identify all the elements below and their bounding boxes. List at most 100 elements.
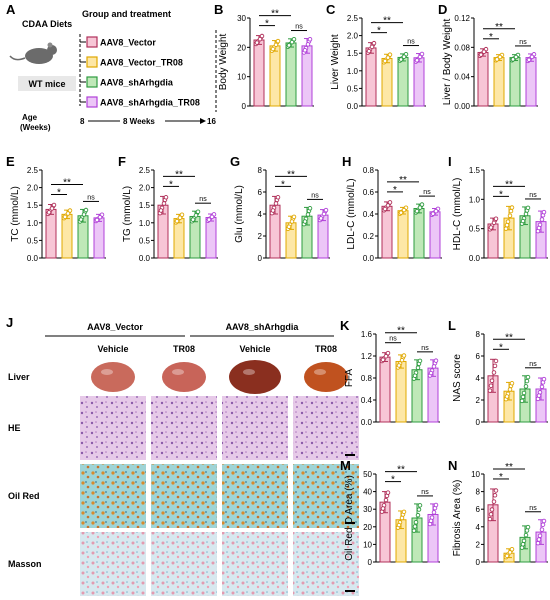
data-point <box>366 48 372 54</box>
data-point <box>428 370 434 376</box>
data-point <box>83 207 89 213</box>
data-point <box>51 202 57 208</box>
panel-letter: M <box>340 458 351 473</box>
y-tick-label: 6 <box>476 505 481 514</box>
data-point <box>507 550 513 555</box>
group-swatch <box>86 36 98 48</box>
y-tick-label: 0.0 <box>469 254 481 263</box>
bar <box>413 208 425 259</box>
group-name: AAV8_shArhgdia <box>100 78 174 88</box>
y-tick-label: 10 <box>471 470 480 479</box>
data-point <box>371 40 377 46</box>
data-point <box>529 54 535 60</box>
data-point <box>509 381 515 386</box>
bar <box>365 47 377 107</box>
data-point <box>275 38 281 44</box>
significance-label: * <box>489 32 493 43</box>
significance-label: * <box>57 187 61 198</box>
group-swatch <box>86 76 98 88</box>
y-axis-label: Liver / Body Weight <box>442 19 453 106</box>
y-tick-label: 1.0 <box>139 219 151 228</box>
histology-image <box>222 396 288 460</box>
liver-photo <box>162 362 206 392</box>
significance-label: ** <box>383 16 391 27</box>
y-tick-label: 0 <box>476 418 481 427</box>
liver-highlight <box>314 369 326 375</box>
data-point <box>291 36 297 42</box>
histology-image <box>80 396 146 460</box>
data-point <box>493 358 499 364</box>
y-tick-label: 2.0 <box>27 184 39 193</box>
data-point <box>487 516 493 522</box>
histology-image <box>151 532 217 596</box>
significance-label: ** <box>287 169 295 180</box>
bar <box>413 57 425 107</box>
y-tick-label: 2 <box>476 396 481 405</box>
data-point <box>523 384 529 389</box>
y-tick-label: 0.0 <box>363 254 375 263</box>
panel-letter-a: A <box>6 2 16 17</box>
data-point <box>523 532 529 538</box>
data-point <box>387 52 393 57</box>
data-point <box>81 212 87 217</box>
bar <box>379 356 391 423</box>
y-tick-label: 0.08 <box>454 43 470 52</box>
y-tick-label: 1.2 <box>361 352 373 361</box>
data-point <box>307 206 313 211</box>
data-point <box>369 44 375 50</box>
histology-image <box>80 532 146 596</box>
data-point <box>177 215 183 220</box>
column-label: Vehicle <box>97 344 128 354</box>
data-point <box>382 58 388 64</box>
data-point <box>487 388 493 393</box>
data-point <box>323 207 329 213</box>
chart-e: E TC (mmol/L) 0.0 0.5 1.0 1.5 2.0 2.5 *** ns <box>6 154 106 263</box>
data-point <box>491 499 497 504</box>
y-tick-label: 0.6 <box>363 188 375 197</box>
data-point <box>431 510 437 515</box>
bar <box>509 57 521 107</box>
data-point <box>535 540 541 546</box>
chart-g: G Glu (mmol/L) 0 2 4 6 8 *** ns <box>230 154 330 263</box>
data-point <box>537 533 543 539</box>
y-tick-label: 50 <box>363 470 372 479</box>
histology-image <box>222 464 288 528</box>
panel-letter: B <box>214 2 223 17</box>
y-axis-label: FFA <box>344 369 355 388</box>
chart-c: C Liver Weight 0.0 0.5 1.0 1.5 2.0 2.5 *** ns <box>326 2 426 111</box>
group-swatch <box>86 56 98 68</box>
y-tick-label: 30 <box>237 14 246 23</box>
data-point <box>401 509 407 515</box>
data-point <box>179 212 185 218</box>
significance-label: * <box>499 472 503 483</box>
data-point <box>399 515 405 521</box>
y-axis-label: Body Weight <box>218 34 229 91</box>
timeline-start: 8 <box>80 117 85 126</box>
data-point <box>206 217 212 222</box>
group-name: AAV8_Vector <box>100 38 156 48</box>
data-point <box>523 211 529 217</box>
significance-label: ns <box>423 189 431 196</box>
timeline-end: 16 <box>207 117 216 126</box>
data-point <box>541 376 547 382</box>
row-labels: Liver HE Oil Red Masson <box>8 372 42 569</box>
data-point <box>430 211 436 217</box>
group-list: AAV8_Vector AAV8_Vector_TR08 AAV8_shArhgdi… <box>80 36 200 108</box>
significance-label: ns <box>529 361 537 368</box>
histology-image <box>80 464 146 528</box>
diet-label: CDAA Diets <box>22 19 72 29</box>
y-tick-label: 0.5 <box>469 225 481 234</box>
data-point <box>380 357 386 362</box>
data-point <box>380 506 386 511</box>
data-point <box>489 507 495 512</box>
data-point <box>273 42 279 48</box>
significance-label: ns <box>529 192 537 199</box>
bar <box>525 57 537 107</box>
y-tick-label: 4 <box>476 374 481 383</box>
y-tick-label: 8 <box>476 488 481 497</box>
y-tick-label: 40 <box>363 488 372 497</box>
significance-label: ** <box>271 9 279 20</box>
